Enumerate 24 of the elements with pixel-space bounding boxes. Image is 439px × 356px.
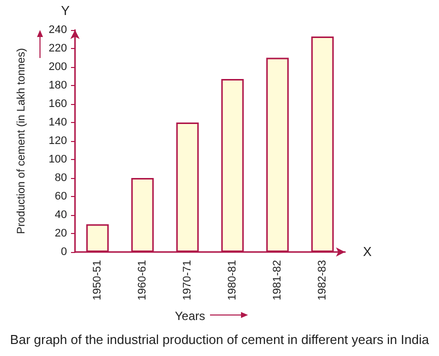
y-tick-label: 120 bbox=[48, 135, 67, 147]
x-tick-label: 1970-71 bbox=[182, 260, 194, 300]
y-tick-label: 100 bbox=[48, 154, 67, 166]
y-tick-label: 140 bbox=[48, 116, 67, 128]
x-tick-label: 1950-51 bbox=[92, 260, 104, 300]
y-tick-label: 240 bbox=[48, 24, 67, 36]
y-tick-label: 60 bbox=[54, 190, 67, 202]
y-tick-label: 220 bbox=[48, 42, 67, 54]
y-tick-label: 0 bbox=[60, 246, 67, 258]
y-tick-label: 40 bbox=[54, 209, 67, 221]
x-tick-label: 1982-83 bbox=[316, 260, 328, 300]
y-tick-label: 180 bbox=[48, 80, 67, 92]
text: X bbox=[363, 244, 372, 259]
text: Y bbox=[61, 3, 70, 18]
y-tick-label: 200 bbox=[48, 61, 67, 73]
y-tick-label: 80 bbox=[54, 172, 67, 184]
x-tick-label: 1980-81 bbox=[226, 260, 238, 300]
y-tick-label: 20 bbox=[54, 228, 67, 240]
x-axis-title: Years bbox=[174, 309, 206, 323]
x-tick-label: 1960-61 bbox=[136, 260, 148, 300]
y-tick-label: 160 bbox=[48, 98, 67, 110]
text: Bar graph of the industrial production of cement in different years in India bbox=[10, 332, 430, 347]
y-axis-title: Production of cement (in Lakh tonnes) bbox=[16, 48, 28, 234]
x-tick-label: 1981-82 bbox=[272, 260, 284, 300]
